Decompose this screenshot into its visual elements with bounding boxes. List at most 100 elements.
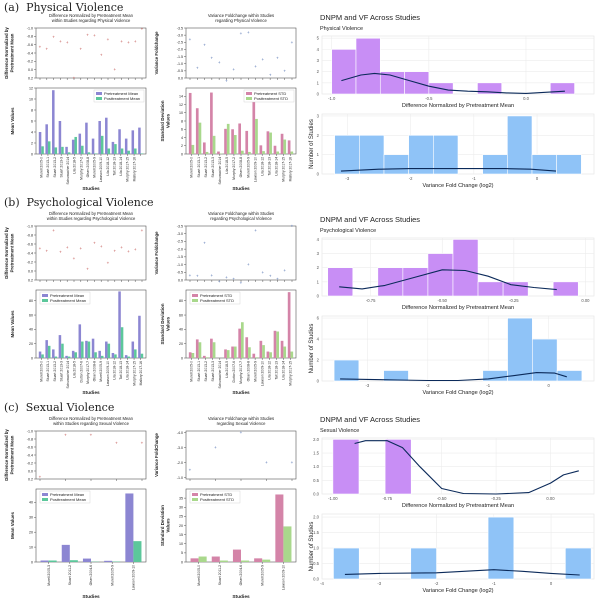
bar bbox=[87, 341, 91, 358]
bar bbox=[47, 345, 51, 358]
bar bbox=[74, 352, 77, 358]
y-axis-label: Standard Deviation bbox=[160, 303, 165, 344]
bar bbox=[254, 558, 263, 562]
bar bbox=[191, 352, 195, 358]
bar bbox=[120, 148, 124, 154]
data-point: + bbox=[247, 30, 250, 35]
x-tick-label: -1 bbox=[486, 383, 490, 388]
legend-swatch bbox=[42, 294, 48, 297]
x-axis-label: Studies bbox=[82, 594, 100, 600]
x-tick-label: Lila 2018-5 bbox=[225, 361, 229, 378]
x-tick-label: Schumacher 2014 bbox=[66, 361, 70, 389]
x-tick-label: Lila 2018-12 bbox=[112, 361, 116, 380]
y-axis-label: Pretreatment Mean bbox=[9, 233, 14, 272]
x-tick-label: Stuart 2013-3 bbox=[211, 361, 215, 382]
bar bbox=[241, 322, 244, 358]
histogram-bar bbox=[507, 317, 533, 382]
bar bbox=[273, 145, 277, 154]
x-tick-label: 0 bbox=[536, 176, 539, 181]
chart-subtitle: Sexual Violence bbox=[320, 428, 359, 434]
y-tick-label: 20 bbox=[179, 524, 183, 528]
bar bbox=[134, 349, 137, 358]
histogram-bar bbox=[383, 154, 409, 175]
y-tick-label: -3.0 bbox=[177, 232, 183, 236]
y-axis-label: Variance FoldChange bbox=[154, 433, 159, 477]
x-tick-label: Stuart 2013-2 bbox=[204, 361, 208, 382]
bar bbox=[85, 122, 88, 154]
y-tick-label: -2.5 bbox=[177, 41, 183, 45]
y-tick-label: -0.8 bbox=[27, 35, 33, 39]
bar bbox=[61, 544, 70, 562]
legend-swatch bbox=[192, 294, 198, 297]
x-tick-label: Lila 2018-5 bbox=[73, 157, 77, 174]
chart-title: within Studies regarding Sexual Violence bbox=[53, 421, 129, 426]
legend-box bbox=[189, 490, 241, 504]
bar bbox=[210, 92, 213, 154]
x-tick-label: Murell 2005-0 bbox=[40, 157, 44, 178]
histogram-bar bbox=[331, 49, 357, 95]
x-tick-label: -0.50 bbox=[437, 298, 447, 303]
y-tick-label: 1 bbox=[317, 152, 320, 157]
bar bbox=[81, 145, 84, 154]
bar bbox=[124, 138, 128, 154]
chart-a-std-bars: Standard Deviation Values 0 2 4 6 8 10 12 14 Murel… bbox=[160, 87, 297, 192]
y-tick-label: -0.2 bbox=[27, 60, 33, 64]
y-tick-label: 2 bbox=[317, 358, 320, 363]
y-tick-label: 1.5 bbox=[313, 451, 319, 456]
bar bbox=[71, 139, 75, 154]
bar bbox=[138, 127, 141, 154]
bar bbox=[134, 148, 137, 154]
y-tick-label: 0 bbox=[181, 356, 183, 360]
bar bbox=[133, 541, 142, 562]
y-tick-label: 0.0 bbox=[28, 469, 33, 473]
bar bbox=[45, 124, 48, 154]
data-point: + bbox=[86, 33, 89, 38]
plot-frame bbox=[35, 430, 147, 480]
histogram-bar bbox=[433, 134, 459, 175]
x-tick-label: Olsen 2008-8 bbox=[246, 361, 250, 381]
x-tick-label: Murell 2005-9 bbox=[99, 361, 103, 382]
bar bbox=[120, 327, 124, 358]
histogram-bar bbox=[333, 359, 360, 382]
chart-c-vf-scatter: Variance Foldchange within Studiesregard… bbox=[154, 416, 297, 481]
bar bbox=[131, 130, 135, 154]
y-tick-label: -0.6 bbox=[27, 242, 33, 246]
histogram-bar bbox=[384, 439, 412, 495]
x-tick-label: -2 bbox=[409, 176, 413, 181]
plot-frame bbox=[35, 27, 147, 79]
legend-swatch bbox=[246, 97, 252, 100]
x-tick-label: Lila 2018-12 bbox=[260, 157, 264, 176]
panel-b-letter: (b) bbox=[4, 196, 20, 209]
y-tick-label: -0.4 bbox=[27, 251, 33, 255]
y-axis-label: Pretreatment Mean bbox=[9, 33, 14, 72]
legend-swatch bbox=[42, 299, 48, 302]
y-tick-label: -3.5 bbox=[177, 224, 183, 228]
bar bbox=[100, 355, 104, 358]
y-tick-label: 80 bbox=[29, 299, 33, 303]
x-tick-label: Stuart 2013-3 bbox=[59, 361, 63, 382]
data-point: + bbox=[141, 441, 144, 446]
chart-title: Difference Normalized by Pretreatment Me… bbox=[49, 211, 134, 216]
bar bbox=[198, 122, 202, 154]
bar bbox=[127, 356, 130, 358]
x-tick-label: Murphy 2017-15 bbox=[132, 361, 136, 386]
chart-title: Variance Foldchange within Studies bbox=[208, 416, 274, 421]
y-tick-label: 5 bbox=[317, 36, 320, 41]
bar bbox=[198, 342, 202, 358]
bar bbox=[40, 560, 49, 562]
data-point: + bbox=[189, 468, 192, 473]
y-axis-label: Variance Foldchange bbox=[154, 31, 159, 75]
plot-panel bbox=[321, 437, 595, 495]
x-tick-label: Lila 2018-5 bbox=[73, 361, 77, 378]
data-point: + bbox=[283, 68, 286, 73]
bar bbox=[205, 151, 209, 154]
data-point: + bbox=[73, 256, 76, 261]
y-tick-label: 4 bbox=[317, 47, 320, 52]
y-tick-label: 6 bbox=[181, 128, 183, 132]
x-tick-label: Murell 2005-9 bbox=[253, 361, 257, 382]
data-point: + bbox=[240, 430, 243, 435]
